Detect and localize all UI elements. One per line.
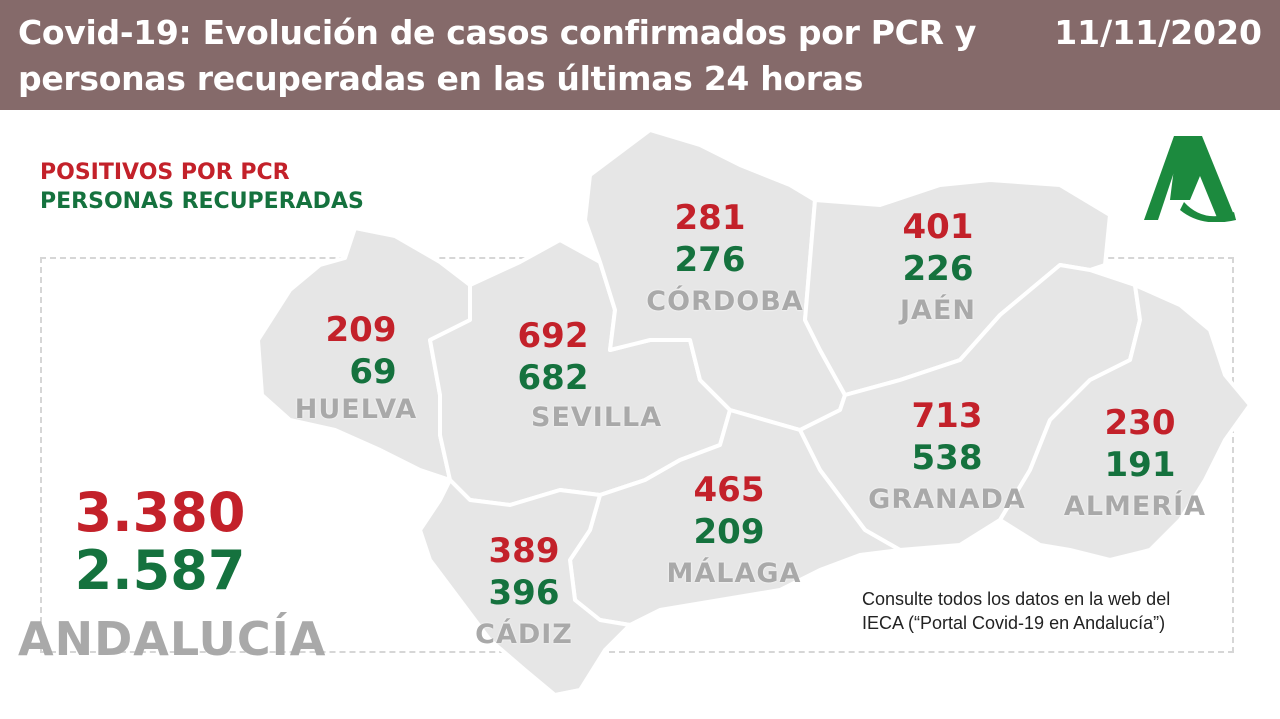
date-label: 11/11/2020	[1054, 13, 1262, 52]
cadiz-name: CÁDIZ	[475, 619, 573, 650]
jaen-recovered: 226	[902, 249, 974, 289]
malaga-positives: 465	[693, 470, 765, 510]
province-sevilla: 692 682 SEVILLA	[453, 315, 663, 435]
almeria-positives: 230	[1104, 403, 1176, 443]
almeria-recovered: 191	[1104, 445, 1176, 485]
header-banner: Covid-19: Evolución de casos confirmados…	[0, 0, 1280, 110]
sevilla-name: SEVILLA	[531, 402, 663, 433]
cordoba-positives: 281	[674, 198, 746, 238]
region-name: ANDALUCÍA	[18, 612, 327, 666]
legend-positives: POSITIVOS POR PCR	[40, 160, 290, 185]
map-almeria	[998, 283, 1252, 562]
source-note: Consulte todos los datos en la web del I…	[862, 587, 1222, 635]
granada-positives: 713	[911, 396, 983, 436]
total-andalucia: 3.380 2.587	[60, 484, 260, 600]
cordoba-recovered: 276	[674, 240, 746, 280]
cadiz-positives: 389	[488, 531, 560, 571]
sevilla-recovered: 682	[517, 358, 589, 398]
granada-name: GRANADA	[868, 484, 1026, 515]
malaga-recovered: 209	[693, 512, 765, 552]
sevilla-positives: 692	[517, 316, 589, 356]
province-granada: 713 538 GRANADA	[847, 395, 1047, 517]
source-note-line1: Consulte todos los datos en la web del	[862, 589, 1171, 609]
cadiz-recovered: 396	[488, 573, 560, 613]
legend: POSITIVOS POR PCR PERSONAS RECUPERADAS	[40, 158, 364, 216]
almeria-name: ALMERÍA	[1063, 491, 1207, 522]
huelva-recovered: 69	[349, 352, 397, 392]
huelva-positives: 209	[325, 310, 397, 350]
jaen-name: JAÉN	[900, 295, 976, 326]
legend-recovered: PERSONAS RECUPERADAS	[40, 189, 364, 214]
province-cadiz: 389 396 CÁDIZ	[424, 530, 624, 652]
total-positives: 3.380	[74, 481, 246, 544]
province-malaga: 465 209 MÁLAGA	[629, 469, 829, 591]
huelva-name: HUELVA	[294, 394, 418, 425]
jaen-positives: 401	[902, 207, 974, 247]
province-huelva: 209 69 HUELVA	[261, 309, 461, 427]
total-recovered: 2.587	[74, 539, 246, 602]
granada-recovered: 538	[911, 438, 983, 478]
map-cadiz	[418, 478, 632, 697]
cordoba-name: CÓRDOBA	[646, 286, 804, 317]
province-almeria: 230 191 ALMERÍA	[1040, 402, 1240, 524]
junta-andalucia-logo-icon	[1144, 136, 1236, 222]
malaga-name: MÁLAGA	[666, 558, 802, 589]
source-note-line2: IECA (“Portal Covid-19 en Andalucía”)	[862, 613, 1166, 633]
province-jaen: 401 226 JAÉN	[838, 206, 1038, 328]
province-cordoba: 281 276 CÓRDOBA	[610, 197, 810, 319]
page-title: Covid-19: Evolución de casos confirmados…	[18, 13, 977, 98]
